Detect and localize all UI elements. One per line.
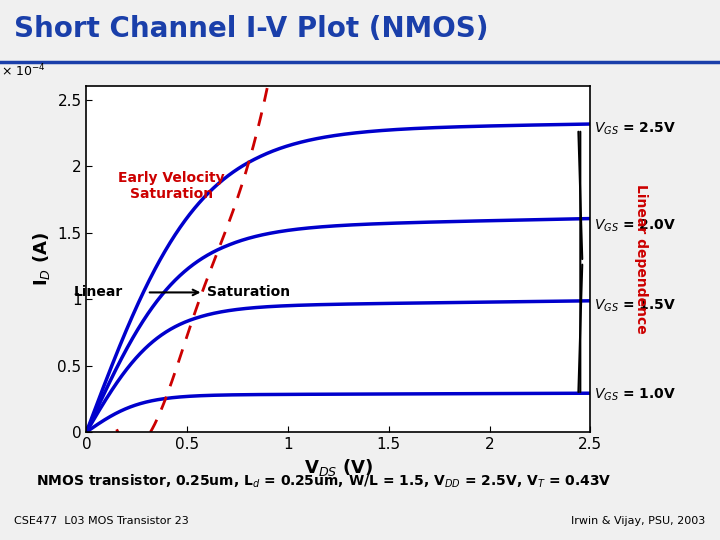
Y-axis label: I$_D$ (A): I$_D$ (A) <box>31 232 52 286</box>
Text: $V_{GS}$ = 2.0V: $V_{GS}$ = 2.0V <box>595 218 677 234</box>
Text: Short Channel I-V Plot (NMOS): Short Channel I-V Plot (NMOS) <box>14 15 489 43</box>
Text: Irwin & Vijay, PSU, 2003: Irwin & Vijay, PSU, 2003 <box>572 516 706 526</box>
Text: $V_{GS}$ = 1.0V: $V_{GS}$ = 1.0V <box>595 387 677 403</box>
Text: Linear dependence: Linear dependence <box>634 184 648 334</box>
Text: NMOS transistor, 0.25um, L$_d$ = 0.25um, W/L = 1.5, V$_{DD}$ = 2.5V, V$_T$ = 0.4: NMOS transistor, 0.25um, L$_d$ = 0.25um,… <box>36 473 611 490</box>
Text: CSE477  L03 MOS Transistor 23: CSE477 L03 MOS Transistor 23 <box>14 516 189 526</box>
Text: $V_{GS}$ = 1.5V: $V_{GS}$ = 1.5V <box>595 298 677 314</box>
Text: $\times$ 10$^{-4}$: $\times$ 10$^{-4}$ <box>1 63 45 79</box>
X-axis label: V$_{DS}$ (V): V$_{DS}$ (V) <box>304 457 373 478</box>
Text: Linear: Linear <box>73 286 122 300</box>
Text: $V_{GS}$ = 2.5V: $V_{GS}$ = 2.5V <box>595 121 677 137</box>
Text: Early Velocity
Saturation: Early Velocity Saturation <box>118 171 225 201</box>
Text: Saturation: Saturation <box>207 286 290 300</box>
